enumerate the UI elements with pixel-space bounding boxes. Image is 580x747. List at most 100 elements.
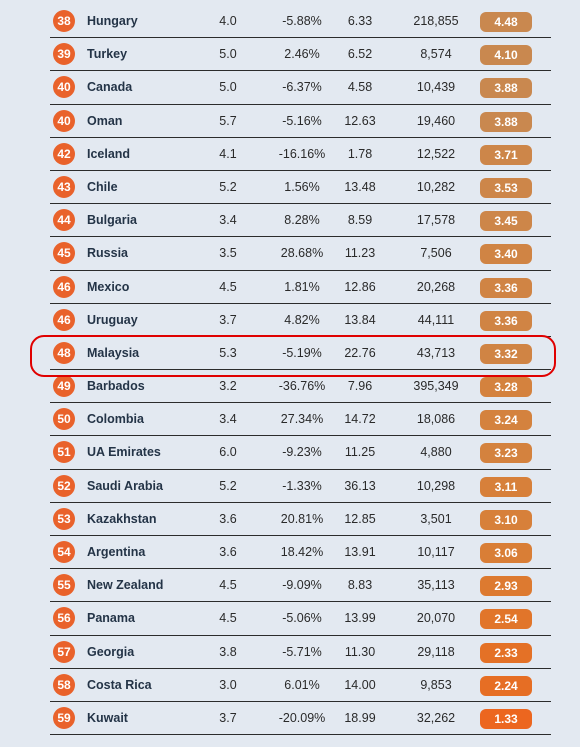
country-name: Saudi Arabia xyxy=(87,478,163,493)
cell-c4: 19,460 xyxy=(416,113,456,128)
cell-c4: 7,506 xyxy=(420,246,452,261)
rank-badge: 39 xyxy=(53,43,75,66)
table-row: 57 Georgia 3.8 -5.71% 11.30 29,118 2.33 xyxy=(50,636,551,669)
table-row: 46 Mexico 4.5 1.81% 12.86 20,268 3.36 xyxy=(50,271,551,304)
cell-c3: 14.72 xyxy=(344,412,376,427)
cell-c4: 10,439 xyxy=(416,80,456,95)
country-name: Uruguay xyxy=(87,312,138,327)
cell-c1: 3.5 xyxy=(219,246,237,261)
cell-c4: 218,855 xyxy=(413,14,459,28)
cell-c1: 4.5 xyxy=(219,279,237,294)
rank-badge: 56 xyxy=(53,607,75,630)
cell-c2: 20.81% xyxy=(280,511,324,526)
country-name: Colombia xyxy=(87,412,144,427)
country-name: Chile xyxy=(87,179,118,194)
score-badge: 3.06 xyxy=(480,543,532,563)
cell-c2: 2.46% xyxy=(284,47,320,62)
cell-c2: -1.33% xyxy=(282,478,322,493)
score-badge: 3.10 xyxy=(480,509,532,530)
cell-c2: 1.81% xyxy=(284,279,320,294)
cell-c1: 3.0 xyxy=(219,677,237,692)
table-row: 43 Chile 5.2 1.56% 13.48 10,282 3.53 xyxy=(50,171,551,205)
cell-c2: 8.28% xyxy=(284,213,320,228)
cell-c3: 13.91 xyxy=(344,545,376,559)
cell-c2: -5.19% xyxy=(282,345,322,360)
rank-badge: 40 xyxy=(53,109,75,132)
cell-c4: 29,118 xyxy=(417,644,455,659)
table-row: 45 Russia 3.5 28.68% 11.23 7,506 3.40 xyxy=(50,237,551,271)
country-name: Malaysia xyxy=(87,345,140,360)
country-name: UA Emirates xyxy=(87,445,161,460)
cell-c4: 32,262 xyxy=(416,710,456,725)
rank-badge: 51 xyxy=(53,441,75,464)
country-name: Georgia xyxy=(87,644,135,659)
table-row: 39 Turkey 5.0 2.46% 6.52 8,574 4.10 xyxy=(50,38,551,72)
score-badge: 2.93 xyxy=(480,576,532,597)
country-name: Barbados xyxy=(87,379,145,394)
table-row: 54 Argentina 3.6 18.42% 13.91 10,117 3.06 xyxy=(50,536,551,570)
cell-c2: 4.82% xyxy=(284,312,320,327)
cell-c3: 6.33 xyxy=(347,14,373,28)
cell-c2: -9.09% xyxy=(282,578,322,593)
rank-badge: 49 xyxy=(53,375,75,398)
cell-c3: 22.76 xyxy=(344,345,376,360)
cell-c2: -5.88% xyxy=(282,14,322,28)
table-row: 40 Canada 5.0 -6.37% 4.58 10,439 3.88 xyxy=(50,71,551,105)
table-row: 38 Hungary 4.0 -5.88% 6.33 218,855 4.48 xyxy=(50,5,551,39)
rank-badge: 50 xyxy=(53,408,75,431)
score-badge: 3.11 xyxy=(480,476,532,497)
rank-badge: 44 xyxy=(53,209,75,232)
rank-badge: 46 xyxy=(53,275,75,298)
cell-c1: 4.5 xyxy=(219,578,237,593)
cell-c4: 4,880 xyxy=(420,445,452,460)
cell-c1: 3.7 xyxy=(219,710,237,725)
cell-c2: 1.56% xyxy=(284,179,320,194)
table-row: 49 Barbados 3.2 -36.76% 7.96 395,349 3.28 xyxy=(50,370,551,404)
cell-c2: -5.16% xyxy=(282,113,322,128)
cell-c1: 4.0 xyxy=(219,14,237,28)
cell-c1: 4.5 xyxy=(219,611,237,626)
cell-c1: 5.7 xyxy=(219,113,237,128)
cell-c4: 10,117 xyxy=(417,545,455,559)
cell-c3: 11.23 xyxy=(344,246,376,261)
score-badge: 2.24 xyxy=(480,675,532,696)
cell-c4: 8,574 xyxy=(420,47,452,62)
country-name: Panama xyxy=(87,611,135,626)
cell-c1: 5.3 xyxy=(219,345,237,360)
cell-c3: 14.00 xyxy=(344,677,376,692)
table-row: 59 Kuwait 3.7 -20.09% 18.99 32,262 1.33 xyxy=(50,702,551,736)
cell-c1: 5.2 xyxy=(219,179,237,194)
ranking-table: 38 Hungary 4.0 -5.88% 6.33 218,855 4.48 39 Turke… xyxy=(16,0,571,747)
table-row: 56 Panama 4.5 -5.06% 13.99 20,070 2.54 xyxy=(50,602,551,636)
cell-c1: 3.6 xyxy=(219,545,237,559)
cell-c2: -6.37% xyxy=(282,80,322,95)
cell-c3: 11.30 xyxy=(344,644,376,659)
cell-c1: 4.1 xyxy=(219,146,237,161)
country-name: Canada xyxy=(87,80,133,95)
country-name: Mexico xyxy=(87,279,130,294)
score-badge: 4.48 xyxy=(480,12,532,32)
cell-c4: 18,086 xyxy=(416,412,456,427)
table-row: 50 Colombia 3.4 27.34% 14.72 18,086 3.24 xyxy=(50,403,551,437)
cell-c1: 3.7 xyxy=(219,312,237,327)
rank-badge: 42 xyxy=(53,142,75,165)
cell-c3: 13.99 xyxy=(344,611,376,626)
rank-badge: 52 xyxy=(53,474,75,497)
score-badge: 3.36 xyxy=(480,310,532,331)
rank-badge: 59 xyxy=(53,706,75,729)
cell-c4: 12,522 xyxy=(416,146,456,161)
rank-badge: 45 xyxy=(53,242,75,265)
cell-c4: 10,298 xyxy=(416,478,456,493)
cell-c2: -9.23% xyxy=(282,445,322,460)
country-name: Bulgaria xyxy=(87,213,138,228)
cell-c2: 27.34% xyxy=(280,412,324,427)
rank-badge: 38 xyxy=(53,10,75,32)
rank-badge: 57 xyxy=(53,640,75,663)
rank-badge: 40 xyxy=(53,76,75,99)
cell-c4: 35,113 xyxy=(417,578,455,593)
table-row: 44 Bulgaria 3.4 8.28% 8.59 17,578 3.45 xyxy=(50,204,551,238)
country-name: New Zealand xyxy=(87,578,164,593)
cell-c4: 43,713 xyxy=(416,345,456,360)
cell-c3: 12.85 xyxy=(344,511,376,526)
cell-c3: 12.86 xyxy=(344,279,376,294)
